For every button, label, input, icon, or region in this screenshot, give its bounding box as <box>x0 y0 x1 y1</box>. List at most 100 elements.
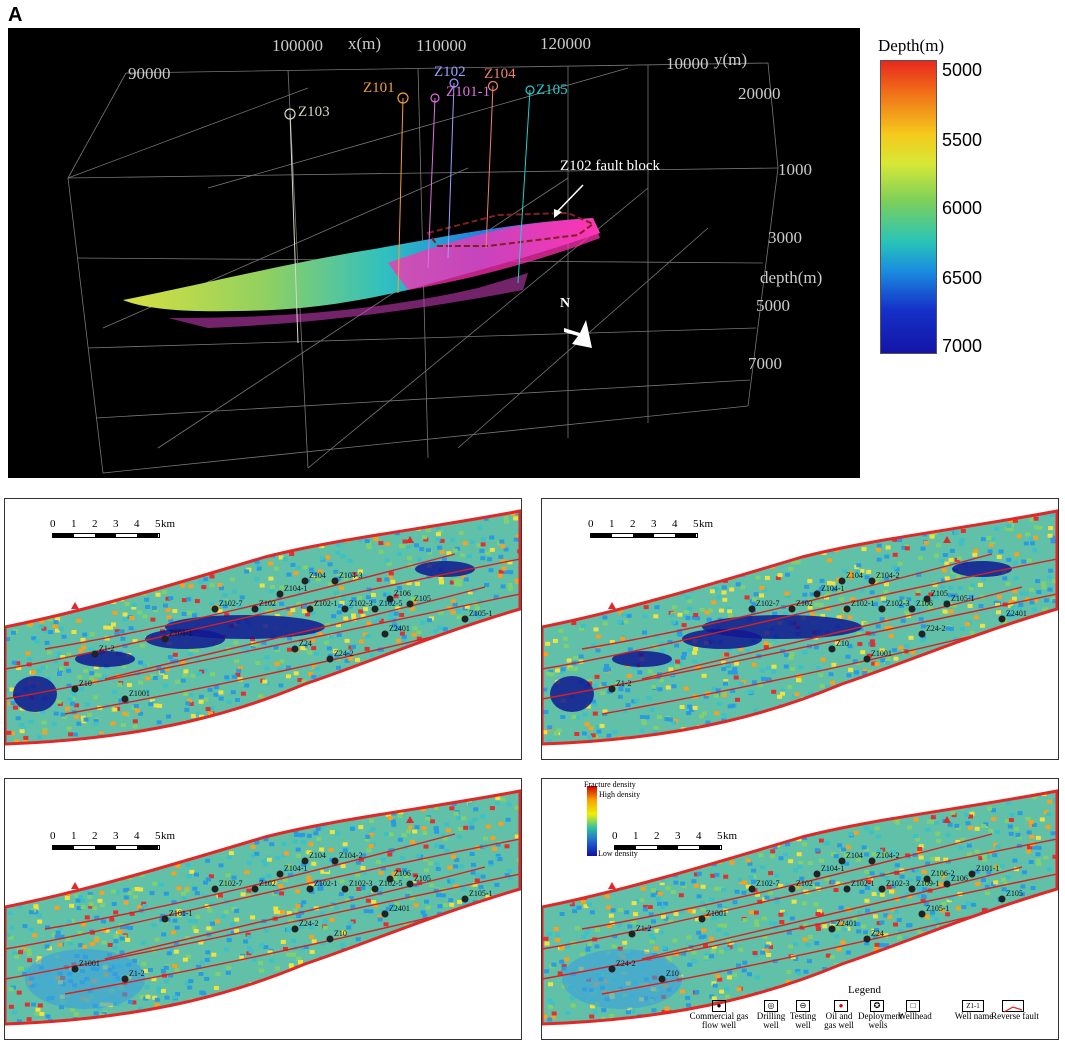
well-marker <box>628 930 636 938</box>
well-label: Z24 <box>871 929 884 938</box>
y-axis-label: y(m) <box>714 50 748 69</box>
well-label: Z24-2 <box>299 919 319 928</box>
fracture-density-low: Low density <box>598 849 638 858</box>
well-marker <box>923 595 931 603</box>
well-label: Z104-1 <box>284 584 308 593</box>
well-label: Z10 <box>79 679 92 688</box>
well-label: Z24-2 <box>926 624 946 633</box>
well-label: Z10 <box>666 969 679 978</box>
well-marker <box>828 645 836 653</box>
well-label: Z102-7 <box>756 599 780 608</box>
depth-colorbar <box>880 60 937 354</box>
legend-box: ● Commercial gas flow well ◎ Drilling we… <box>684 998 1039 1038</box>
colorbar-tick-4: 6500 <box>942 268 983 288</box>
x-tick-2: 100000 <box>272 36 323 55</box>
well-label: Z102-5 <box>379 599 403 608</box>
well-label: Z104 <box>309 851 326 860</box>
well-marker <box>331 857 339 865</box>
well-marker <box>908 885 916 893</box>
well-marker <box>371 885 379 893</box>
well-marker <box>608 685 616 693</box>
well-label: Z104-1 <box>284 864 308 873</box>
well-marker <box>998 615 1006 623</box>
well-marker <box>878 605 886 613</box>
well-marker <box>863 655 871 663</box>
well-marker <box>406 600 414 608</box>
well-label: Z101-1 <box>169 629 193 638</box>
well-label: Z104-3 <box>339 571 363 580</box>
well-label: Z104-1 <box>821 864 845 873</box>
legend-deployment-wells: Deployment wells <box>858 1011 903 1030</box>
legend-wellhead: Wellhead <box>898 1011 932 1021</box>
well-label: Z102-3 <box>349 599 373 608</box>
well-label: Z102-1 <box>314 599 338 608</box>
well-marker <box>843 605 851 613</box>
scalebar-b: 0 1 2 3 4 5 km <box>50 518 175 546</box>
well-label: Z102-3 <box>886 879 910 888</box>
well-marker <box>923 875 931 883</box>
legend-well-name: Well name <box>954 1011 994 1021</box>
well-label: Z102 <box>796 599 813 608</box>
well-marker <box>71 685 79 693</box>
well-label: Z1-2 <box>616 679 632 688</box>
colorbar-tick-5: 7000 <box>942 336 983 356</box>
well-marker <box>918 630 926 638</box>
well-marker <box>91 650 99 658</box>
well-label: Z102 <box>259 599 276 608</box>
scalebar-d: 0 1 2 3 4 5 km <box>50 830 175 858</box>
well-label: Z102-5 <box>379 879 403 888</box>
well-label: Z101-1 <box>976 864 1000 873</box>
well-label: Z102-1 <box>314 879 338 888</box>
well-label: Z102 <box>259 879 276 888</box>
fracture-density-colorbar <box>587 786 597 856</box>
scalebar-c: 0 1 2 3 4 5 km <box>588 518 713 546</box>
y-tick-1: 10000 <box>666 54 709 73</box>
well-marker <box>161 915 169 923</box>
well-label: Z106 <box>394 589 411 598</box>
depth-tick-1: 1000 <box>778 160 812 179</box>
well-label: Z102-1 <box>851 599 875 608</box>
well-marker <box>968 870 976 878</box>
well-label: Z104 <box>846 851 863 860</box>
well-label: Z1001 <box>871 649 892 658</box>
well-marker <box>121 695 129 703</box>
well-label: Z104-2 <box>876 851 900 860</box>
x-axis-label: x(m) <box>348 34 382 53</box>
well-label: Z106-2 <box>931 869 955 878</box>
wellhead-icon: □ <box>906 1000 920 1012</box>
well-marker <box>843 885 851 893</box>
oil-gas-well-icon: ● <box>834 1000 848 1012</box>
well-traces <box>284 78 535 344</box>
well-marker <box>943 880 951 888</box>
well-marker <box>838 577 846 585</box>
well-marker <box>291 645 299 653</box>
well-marker <box>386 595 394 603</box>
well-label: Z109-1 <box>916 879 940 888</box>
north-arrow <box>564 320 592 348</box>
well-label: Z105-1 <box>469 609 493 618</box>
panel-c-fracture-map: Z104 Z104-2 Z104-1 Z102-7 Z102 Z102-1 Z102-3 Z1… <box>541 498 1059 760</box>
well-label: Z2401 <box>389 624 410 633</box>
deployment-well-icon: ✪ <box>870 1000 884 1012</box>
north-label: N <box>560 296 571 311</box>
well-marker <box>211 605 219 613</box>
well-marker <box>868 857 876 865</box>
depth-tick-2: 3000 <box>768 228 802 247</box>
well-marker <box>301 857 309 865</box>
panel-b-fracture-map: Z104 Z104-3 Z104-1 Z102-7 Z102 Z102-1 Z102-3 Z1… <box>4 498 522 760</box>
legend-title: Legend <box>848 984 881 996</box>
well-label: Z106 <box>951 874 968 883</box>
well-label: Z101-1 <box>169 909 193 918</box>
depth-tick-4: 7000 <box>748 354 782 373</box>
legend-drilling-well: Drilling well <box>756 1011 786 1030</box>
colorbar-tick-1: 5000 <box>942 60 983 80</box>
well-marker <box>341 885 349 893</box>
fault-block-outline <box>426 211 595 247</box>
well-label: Z10 <box>836 639 849 648</box>
magenta-high-zone <box>388 219 600 290</box>
well-marker <box>301 577 309 585</box>
magenta-underside <box>168 273 528 328</box>
well-marker <box>341 605 349 613</box>
well-marker <box>918 910 926 918</box>
legend-testing-well: Testing well <box>789 1011 817 1030</box>
